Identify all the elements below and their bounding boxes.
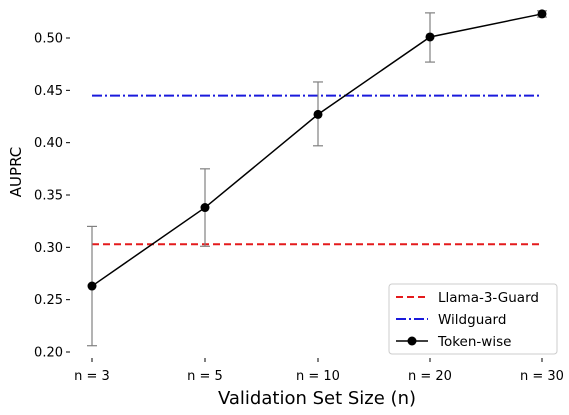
x-tick-label: n = 10 <box>296 369 340 384</box>
y-tick-label: 0.25 <box>34 293 63 308</box>
x-axis-label: Validation Set Size (n) <box>218 388 416 409</box>
x-tick-label: n = 30 <box>520 369 564 384</box>
y-axis-ticks: 0.20 0.25 0.30 0.35 0.40 0.45 0.50 <box>34 32 70 361</box>
y-tick-label: 0.50 <box>34 32 63 47</box>
x-tick-label: n = 3 <box>74 369 110 384</box>
data-point-token-wise <box>200 203 210 213</box>
legend-marker-tokenwise <box>407 336 417 346</box>
series-layer <box>87 9 547 347</box>
y-tick-label: 0.40 <box>34 136 63 151</box>
y-tick-label: 0.20 <box>34 346 63 361</box>
data-point-token-wise <box>425 32 435 42</box>
legend-label-llama: Llama-3-Guard <box>438 290 539 306</box>
y-tick-label: 0.35 <box>34 189 63 204</box>
x-tick-label: n = 5 <box>187 369 223 384</box>
x-axis-ticks: n = 3 n = 5 n = 10 n = 20 n = 30 <box>74 358 564 384</box>
y-axis-label: AUPRC <box>7 147 25 197</box>
series-line-token-wise <box>91 13 543 287</box>
legend-box <box>388 283 558 355</box>
data-point-token-wise <box>87 281 97 291</box>
y-tick-label: 0.45 <box>34 84 63 99</box>
data-point-token-wise <box>313 109 323 119</box>
data-point-token-wise <box>537 9 547 19</box>
legend: Llama-3-Guard Wildguard Token-wise <box>388 283 558 355</box>
x-tick-label: n = 20 <box>408 369 452 384</box>
legend-label-tokenwise: Token-wise <box>437 334 511 350</box>
y-tick-label: 0.30 <box>34 241 63 256</box>
legend-label-wildguard: Wildguard <box>438 312 506 328</box>
